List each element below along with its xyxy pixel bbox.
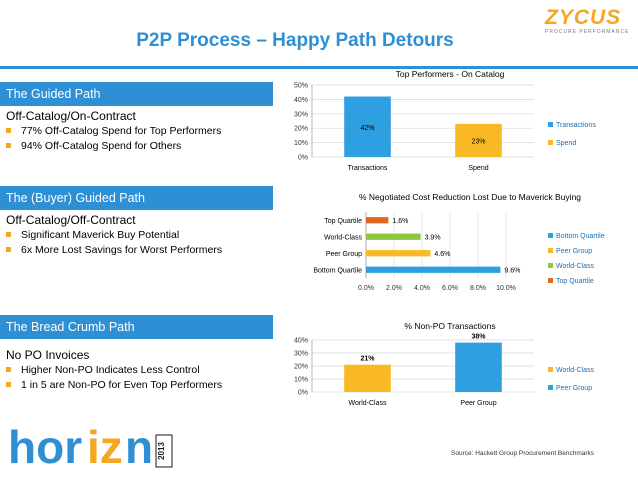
legend-swatch xyxy=(548,367,553,372)
y-tick-label: 0% xyxy=(298,390,308,397)
legend-label: Peer Group xyxy=(556,385,592,392)
legend-swatch xyxy=(548,278,553,283)
y-tick-label: 40% xyxy=(294,97,308,104)
y-tick-label: 10% xyxy=(294,140,308,147)
x-tick-label: 8.0% xyxy=(470,285,486,292)
data-label: 42% xyxy=(360,125,374,132)
brand-word-right: n xyxy=(125,421,153,473)
brand-word-left: hor xyxy=(8,421,82,473)
bar-top-quartile xyxy=(366,217,389,224)
y-tick-label: 10% xyxy=(294,377,308,384)
bullet-item: 1 in 5 are Non-PO for Even Top Performer… xyxy=(6,379,222,391)
y-tick-label: Peer Group xyxy=(326,251,362,258)
x-tick-label: Spend xyxy=(468,165,488,172)
legend-label: Top Quartile xyxy=(556,278,594,285)
legend-swatch xyxy=(548,385,553,390)
page-title: P2P Process – Happy Path Detours xyxy=(136,30,454,51)
x-tick-label: 2.0% xyxy=(386,285,402,292)
x-tick-label: World-Class xyxy=(349,400,387,407)
bullet-text: 77% Off-Catalog Spend for Top Performers xyxy=(21,125,222,137)
y-tick-label: 50% xyxy=(294,83,308,90)
bar-world-class xyxy=(366,233,421,240)
x-tick-label: 6.0% xyxy=(442,285,458,292)
bullet-square-icon xyxy=(6,246,11,252)
bar-transactions xyxy=(344,96,391,157)
bullet-text: Higher Non-PO Indicates Less Control xyxy=(21,364,200,376)
legend-swatch xyxy=(548,263,553,268)
y-tick-label: 20% xyxy=(294,364,308,371)
bullet-item: 77% Off-Catalog Spend for Top Performers xyxy=(6,125,221,137)
data-label: 1.6% xyxy=(392,218,408,225)
y-tick-label: Bottom Quartile xyxy=(313,267,362,274)
section-heading-bread-crumb-path: The Bread Crumb Path xyxy=(0,315,273,339)
legend-swatch xyxy=(548,140,553,145)
legend-swatch xyxy=(548,233,553,238)
bullet-text: 94% Off-Catalog Spend for Others xyxy=(21,140,182,152)
bullet-text: 1 in 5 are Non-PO for Even Top Performer… xyxy=(21,379,223,391)
y-tick-label: Top Quartile xyxy=(324,218,362,225)
data-label: 3.9% xyxy=(425,234,441,241)
brand-word-mid: iz xyxy=(87,421,123,473)
chart-title: % Non-PO Transactions xyxy=(404,321,495,331)
section-heading-buyer-guided-path: The (Buyer) Guided Path xyxy=(0,186,273,210)
brand-year-box xyxy=(155,434,173,468)
bullet-square-icon xyxy=(6,127,11,133)
bar-peer-group xyxy=(455,342,502,392)
legend-label: Peer Group xyxy=(556,248,592,255)
x-tick-label: Peer Group xyxy=(460,400,496,407)
bar-peer-group xyxy=(366,250,431,257)
bullet-item: Higher Non-PO Indicates Less Control xyxy=(6,364,200,376)
legend-label: World-Class xyxy=(556,263,594,270)
y-tick-label: 0% xyxy=(298,155,308,162)
section-subheading: No PO Invoices xyxy=(6,348,90,362)
data-label: 21% xyxy=(360,356,375,363)
y-tick-label: 20% xyxy=(294,126,308,133)
bullet-text: Significant Maverick Buy Potential xyxy=(21,229,180,241)
bullet-item: 6x More Lost Savings for Worst Performer… xyxy=(6,244,222,256)
legend-swatch xyxy=(548,248,553,253)
legend-label: Bottom Quartile xyxy=(556,233,605,240)
bullet-text: 6x More Lost Savings for Worst Performer… xyxy=(21,244,223,256)
header-divider xyxy=(0,66,638,69)
logo-tagline: PROCURE PERFORMANCE xyxy=(545,29,630,35)
logo-name: ZYCUS xyxy=(545,6,622,29)
bar-world-class xyxy=(344,364,391,392)
legend-label: World-Class xyxy=(556,367,594,374)
y-tick-label: 40% xyxy=(294,338,308,345)
x-tick-label: 4.0% xyxy=(414,285,430,292)
source-note: Source: Hackett Group Procurement Benchm… xyxy=(451,450,595,457)
bullet-square-icon xyxy=(6,381,11,387)
section-heading-guided-path: The Guided Path xyxy=(0,82,273,106)
y-tick-label: 30% xyxy=(294,111,308,118)
brand-year: 2013 xyxy=(157,442,166,460)
bar-spend xyxy=(455,123,502,157)
legend-label: Spend xyxy=(556,140,576,147)
data-label: 4.6% xyxy=(434,251,450,258)
legend-label: Transactions xyxy=(556,122,596,129)
x-tick-label: 0.0% xyxy=(358,285,374,292)
horizon-2013-logo: hor iz n 2013 xyxy=(8,421,173,473)
bullet-square-icon xyxy=(6,142,11,148)
x-tick-label: 10.0% xyxy=(496,285,516,292)
chart-title: % Negotiated Cost Reduction Lost Due to … xyxy=(359,192,581,202)
data-label: 23% xyxy=(471,138,485,145)
data-label: 9.6% xyxy=(504,267,520,274)
bullet-square-icon xyxy=(6,231,11,237)
x-tick-label: Transactions xyxy=(348,165,388,172)
bullet-item: 94% Off-Catalog Spend for Others xyxy=(6,140,181,152)
section-subheading: Off-Catalog/Off-Contract xyxy=(6,213,136,227)
bar-bottom-quartile xyxy=(366,266,501,273)
y-tick-label: 30% xyxy=(294,351,308,358)
bullet-square-icon xyxy=(6,366,11,372)
data-label: 38% xyxy=(471,334,486,341)
legend-swatch xyxy=(548,122,553,127)
y-tick-label: World-Class xyxy=(324,234,362,241)
zycus-logo: ZYCUS PROCURE PERFORMANCE xyxy=(545,6,635,35)
bullet-item: Significant Maverick Buy Potential xyxy=(6,229,179,241)
chart-title: Top Performers - On Catalog xyxy=(396,69,505,79)
section-subheading: Off-Catalog/On-Contract xyxy=(6,109,136,123)
